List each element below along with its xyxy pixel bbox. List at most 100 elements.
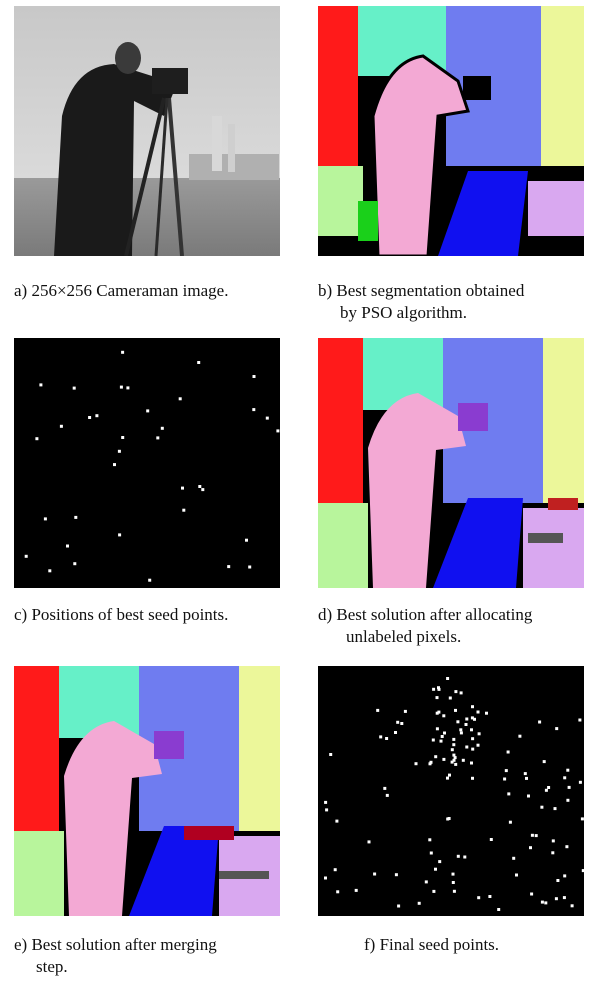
seed-point (376, 708, 380, 712)
seed-point (471, 776, 474, 780)
seed-point (354, 888, 358, 892)
seed-point (452, 753, 456, 757)
seed-point (566, 768, 570, 772)
cameraman-photo (14, 6, 280, 256)
cameraman-image-panel (14, 6, 280, 256)
seed-point (24, 554, 28, 558)
seed-point (454, 690, 458, 694)
seed-point (473, 717, 476, 721)
seed-point (459, 691, 463, 695)
seed-point (452, 737, 456, 741)
seed-point (434, 867, 437, 871)
seed-point (471, 705, 474, 709)
seed-point (428, 838, 432, 842)
seed-point (394, 731, 397, 734)
seed-point (335, 819, 339, 823)
seed-point (431, 738, 435, 742)
seed-point (333, 868, 337, 872)
seed-point (451, 881, 455, 884)
caption-c-line-1: c) Positions of best seed points. (14, 605, 229, 624)
seed-point (518, 734, 522, 738)
seed-point (476, 710, 480, 714)
seed-point (452, 889, 456, 893)
seed-point (461, 758, 465, 762)
seed-point (497, 908, 501, 911)
seed-point (578, 780, 582, 784)
seed-point (448, 696, 452, 700)
seed-point (385, 793, 389, 797)
seed-point (118, 533, 122, 537)
seed-point (465, 717, 469, 721)
seed-point (476, 743, 480, 747)
seed-point (556, 879, 560, 882)
seed-point (530, 892, 534, 896)
seed-point (456, 854, 460, 858)
seed-point (121, 350, 125, 354)
seed-point (515, 873, 518, 877)
seed-point (580, 817, 584, 821)
seed-point (95, 414, 99, 418)
caption-a: a) 256×256 Cameraman image. (14, 280, 228, 302)
seed-point (453, 756, 457, 760)
seed-point (446, 677, 450, 680)
seed-point (459, 728, 463, 732)
seed-point (451, 872, 455, 876)
allocated-solution-panel (318, 338, 584, 588)
seed-point (485, 711, 488, 715)
seed-point (227, 565, 231, 569)
seed-point (324, 876, 327, 880)
caption-b-line-2: by PSO algorithm. (340, 303, 468, 322)
seed-point (178, 397, 182, 401)
seed-point (530, 833, 534, 837)
seed-point (463, 855, 467, 859)
caption-b-line-1: b) Best segmentation obtained (318, 281, 525, 300)
seed-point (477, 896, 481, 900)
seed-point (471, 737, 475, 741)
seed-point (446, 776, 449, 780)
seed-point (252, 375, 256, 378)
seed-point (325, 808, 329, 812)
seed-point (570, 904, 574, 908)
seed-point (48, 569, 52, 573)
seed-point (181, 486, 184, 490)
seed-point (434, 755, 438, 759)
seed-point (465, 745, 469, 749)
seed-point (417, 901, 421, 905)
caption-a-line-1: a) 256×256 Cameraman image. (14, 281, 229, 300)
seed-point (488, 895, 492, 898)
seed-point (252, 408, 256, 412)
seed-point (245, 538, 248, 542)
seed-point (534, 834, 538, 838)
seed-point (160, 426, 164, 430)
seed-point (126, 386, 130, 390)
seed-point (544, 901, 548, 905)
seed-point (459, 731, 463, 735)
seed-points-image-c (14, 338, 280, 588)
seed-point (397, 904, 401, 908)
seed-point (504, 769, 508, 773)
seed-point (43, 517, 47, 521)
caption-e-line-2: step. (36, 957, 68, 976)
seed-point (336, 890, 340, 894)
seed-point (248, 565, 252, 569)
seed-point (432, 889, 436, 893)
seed-point (538, 720, 542, 724)
seed-point (551, 839, 555, 843)
merged-solution-panel (14, 666, 280, 916)
seed-point (554, 897, 558, 901)
seed-point (525, 776, 528, 780)
seed-point (414, 762, 418, 766)
seed-point (542, 760, 546, 764)
seed-point (432, 687, 436, 691)
seed-point (276, 429, 280, 433)
seed-point (470, 716, 474, 720)
seed-point (394, 873, 398, 877)
seed-point (477, 732, 481, 736)
caption-d: d) Best solution after allocating unlabe… (318, 604, 532, 648)
seed-point (424, 880, 428, 884)
seed-point (437, 687, 441, 691)
segmentation-image-b (318, 6, 584, 256)
seed-point (544, 788, 548, 792)
seed-points-image-f (318, 666, 584, 916)
seed-point (265, 416, 269, 420)
